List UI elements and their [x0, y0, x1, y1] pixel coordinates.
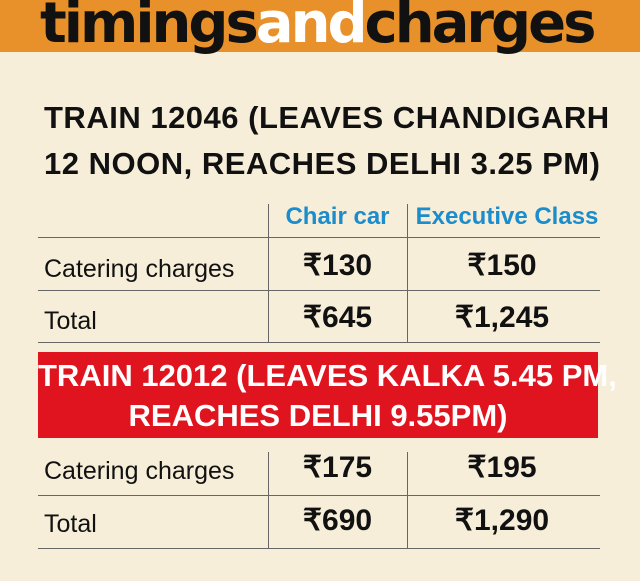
section-title: TRAIN 12012 (LEAVES KALKA 5.45 PM, — [38, 358, 617, 393]
row-label: Total — [44, 510, 97, 538]
rule — [268, 204, 269, 342]
rule — [38, 495, 600, 496]
section-banner — [38, 352, 598, 438]
rule — [38, 237, 600, 238]
cell: ₹195 — [467, 451, 537, 484]
cell: ₹1,245 — [454, 301, 550, 334]
column-header: Chair car — [285, 203, 390, 230]
cell: ₹645 — [302, 301, 373, 334]
cell: ₹690 — [302, 504, 373, 537]
rule — [268, 452, 269, 548]
cell: ₹175 — [302, 451, 373, 484]
rule — [38, 548, 600, 549]
rule — [407, 204, 408, 342]
cell: ₹1,290 — [454, 504, 550, 537]
title-word: charges — [364, 0, 597, 56]
row-label: Catering charges — [44, 457, 235, 485]
section-title: 12 NOON, REACHES DELHI 3.25 PM) — [44, 146, 601, 181]
cell: ₹130 — [302, 249, 373, 282]
rule — [38, 290, 600, 291]
title-word: timings — [40, 0, 259, 56]
rule — [38, 342, 600, 343]
title-word: and — [255, 0, 368, 56]
header-bar — [0, 0, 640, 52]
rule — [407, 452, 408, 548]
cell: ₹150 — [467, 249, 537, 282]
section-title: TRAIN 12046 (LEAVES CHANDIGARH — [44, 100, 610, 135]
section-title: REACHES DELHI 9.55PM) — [128, 398, 508, 433]
column-header: Executive Class — [415, 203, 599, 230]
row-label: Catering charges — [44, 255, 235, 283]
row-label: Total — [44, 307, 97, 335]
header-title: timingsandcharges — [40, 0, 597, 56]
